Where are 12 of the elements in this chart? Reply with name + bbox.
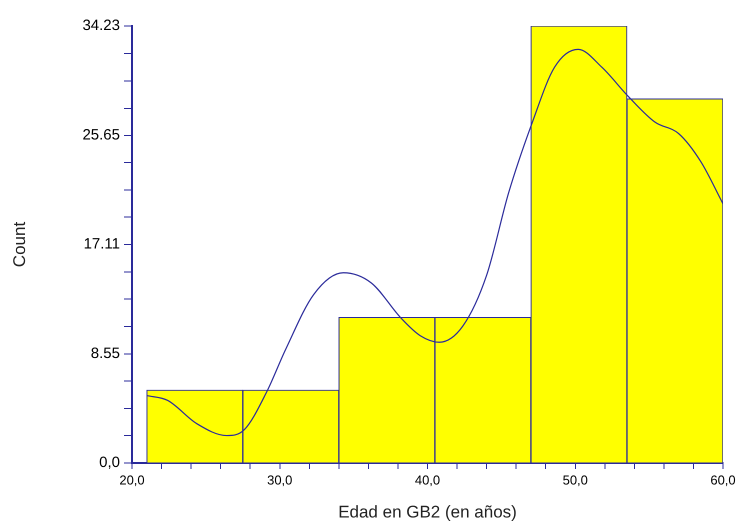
x-tick-label: 40,0 <box>414 472 440 488</box>
x-tick-label: 20,0 <box>119 472 145 488</box>
y-tick-label: 0,0 <box>99 454 120 472</box>
y-tick-label: 34.23 <box>82 17 120 34</box>
y-axis-title: Count <box>10 222 29 268</box>
y-tick-label: 17.11 <box>84 236 120 253</box>
x-tick-label: 60,0 <box>710 472 736 488</box>
y-tick-label: 25.65 <box>82 126 120 144</box>
x-axis-title: Edad en GB2 (en años) <box>338 502 517 522</box>
x-tick-label: 50,0 <box>562 472 588 488</box>
x-tick-label: 30,0 <box>267 472 292 488</box>
y-tick-label: 8.55 <box>90 344 120 362</box>
